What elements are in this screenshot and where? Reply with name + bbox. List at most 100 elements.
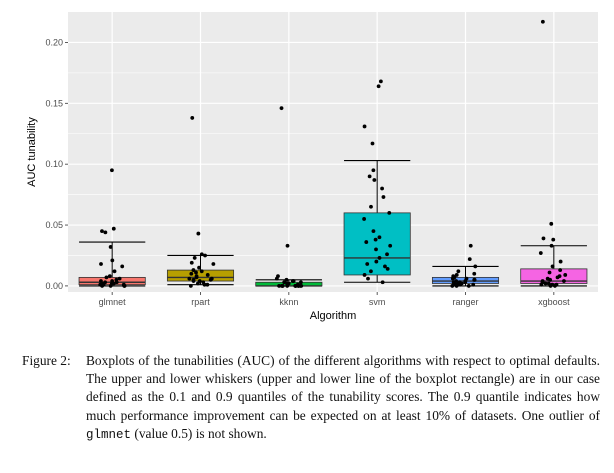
data-point-xgboost	[558, 268, 563, 272]
data-point-rpart	[197, 265, 201, 270]
data-point-glmnet	[114, 280, 119, 285]
data-point-xgboost	[549, 221, 554, 226]
data-point-glmnet	[112, 269, 117, 274]
data-point-xgboost	[563, 273, 568, 277]
data-point-svm	[373, 237, 378, 242]
data-point-svm	[365, 262, 370, 266]
data-point-svm	[374, 259, 379, 264]
data-point-kknn	[284, 277, 289, 282]
data-point-glmnet	[111, 226, 116, 231]
data-point-svm	[362, 124, 367, 129]
data-point-xgboost	[552, 284, 557, 288]
data-point-svm	[372, 178, 377, 182]
box-xgboost	[520, 268, 588, 284]
data-point-kknn	[293, 284, 298, 288]
data-point-rpart	[202, 282, 207, 287]
data-point-rpart	[205, 273, 210, 277]
data-point-xgboost	[558, 259, 563, 264]
data-point-ranger	[467, 257, 472, 262]
boxplot-figure: 0.00 0.05 0.10 0.15 0.20 glmnet rpart kknn svm ra…	[26, 12, 598, 322]
data-point-glmnet	[100, 284, 105, 288]
data-point-ranger	[450, 276, 455, 281]
data-point-ranger	[456, 269, 461, 274]
data-point-rpart	[208, 277, 213, 282]
y-tick-label: 0.05	[45, 220, 63, 230]
y-axis-title: AUC tunability	[26, 117, 38, 187]
data-point-rpart	[203, 253, 207, 258]
data-point-xgboost	[562, 279, 566, 283]
data-point-rpart	[189, 260, 194, 265]
data-point-kknn	[277, 284, 281, 288]
data-point-xgboost	[548, 284, 553, 288]
data-point-rpart	[194, 270, 198, 275]
data-point-rpart	[211, 262, 216, 266]
x-tick-label-xgboost: xgboost	[538, 297, 570, 307]
tunability-boxplot-chart: 0.00 0.05 0.10 0.15 0.20 glmnet rpart kknn svm ra…	[26, 12, 598, 322]
data-point-xgboost	[539, 282, 544, 287]
data-point-svm	[371, 229, 376, 234]
data-point-kknn	[282, 280, 287, 285]
data-point-xgboost	[551, 237, 556, 242]
data-point-xgboost	[538, 251, 543, 255]
data-point-svm	[383, 264, 387, 269]
x-axis-title: Algorithm	[310, 310, 356, 322]
data-point-glmnet	[104, 275, 109, 280]
data-point-xgboost	[548, 277, 553, 282]
data-point-xgboost	[549, 243, 554, 248]
figure-caption: Figure 2: Boxplots of the tunabilities (…	[22, 352, 600, 444]
data-point-ranger	[463, 280, 468, 285]
data-point-svm	[366, 276, 370, 281]
data-point-xgboost	[543, 281, 548, 286]
data-point-rpart	[196, 231, 201, 236]
data-point-svm	[377, 256, 382, 260]
data-point-glmnet	[108, 284, 113, 288]
data-point-svm	[370, 141, 375, 146]
data-point-glmnet	[110, 258, 115, 263]
data-point-xgboost	[540, 19, 545, 24]
data-point-xgboost	[550, 264, 555, 269]
data-point-rpart	[191, 268, 196, 272]
data-point-rpart	[205, 282, 210, 287]
data-point-ranger	[466, 284, 471, 288]
data-point-kknn	[290, 279, 295, 283]
data-point-ranger	[471, 282, 476, 287]
data-point-ranger	[454, 284, 459, 288]
box-svm	[343, 212, 411, 276]
data-point-glmnet	[107, 274, 112, 279]
data-point-ranger	[468, 243, 473, 248]
caption-text-2: (value 0.5) is not shown.	[131, 425, 267, 441]
data-point-ranger	[450, 284, 455, 288]
data-point-svm	[376, 84, 381, 89]
data-point-glmnet	[122, 284, 127, 288]
x-tick-label-rpart: rpart	[191, 297, 210, 307]
data-point-glmnet	[103, 230, 108, 235]
data-point-rpart	[189, 271, 194, 276]
data-point-glmnet	[110, 168, 114, 173]
data-point-ranger	[473, 264, 478, 269]
data-point-svm	[385, 266, 390, 271]
data-point-svm	[378, 79, 383, 84]
x-tick-label-svm: svm	[369, 297, 386, 307]
data-point-svm	[380, 186, 384, 191]
data-point-ranger	[472, 277, 477, 282]
data-point-kknn	[296, 284, 301, 288]
data-point-svm	[362, 217, 367, 221]
data-point-svm	[364, 240, 369, 244]
data-point-kknn	[280, 284, 285, 288]
data-point-svm	[380, 280, 385, 285]
y-tick-label: 0.10	[45, 159, 63, 169]
data-point-rpart	[199, 252, 204, 257]
y-tick-label: 0.00	[45, 281, 63, 291]
data-point-xgboost	[541, 236, 546, 241]
data-point-svm	[388, 243, 393, 248]
data-point-rpart	[188, 284, 193, 288]
data-point-svm	[369, 269, 373, 274]
data-point-xgboost	[555, 275, 560, 280]
data-point-rpart	[194, 275, 199, 280]
data-point-glmnet	[99, 279, 103, 283]
data-point-glmnet	[100, 229, 104, 234]
data-point-svm	[385, 252, 389, 257]
data-point-rpart	[192, 256, 197, 260]
data-point-svm	[374, 247, 378, 252]
data-point-rpart	[187, 276, 192, 281]
